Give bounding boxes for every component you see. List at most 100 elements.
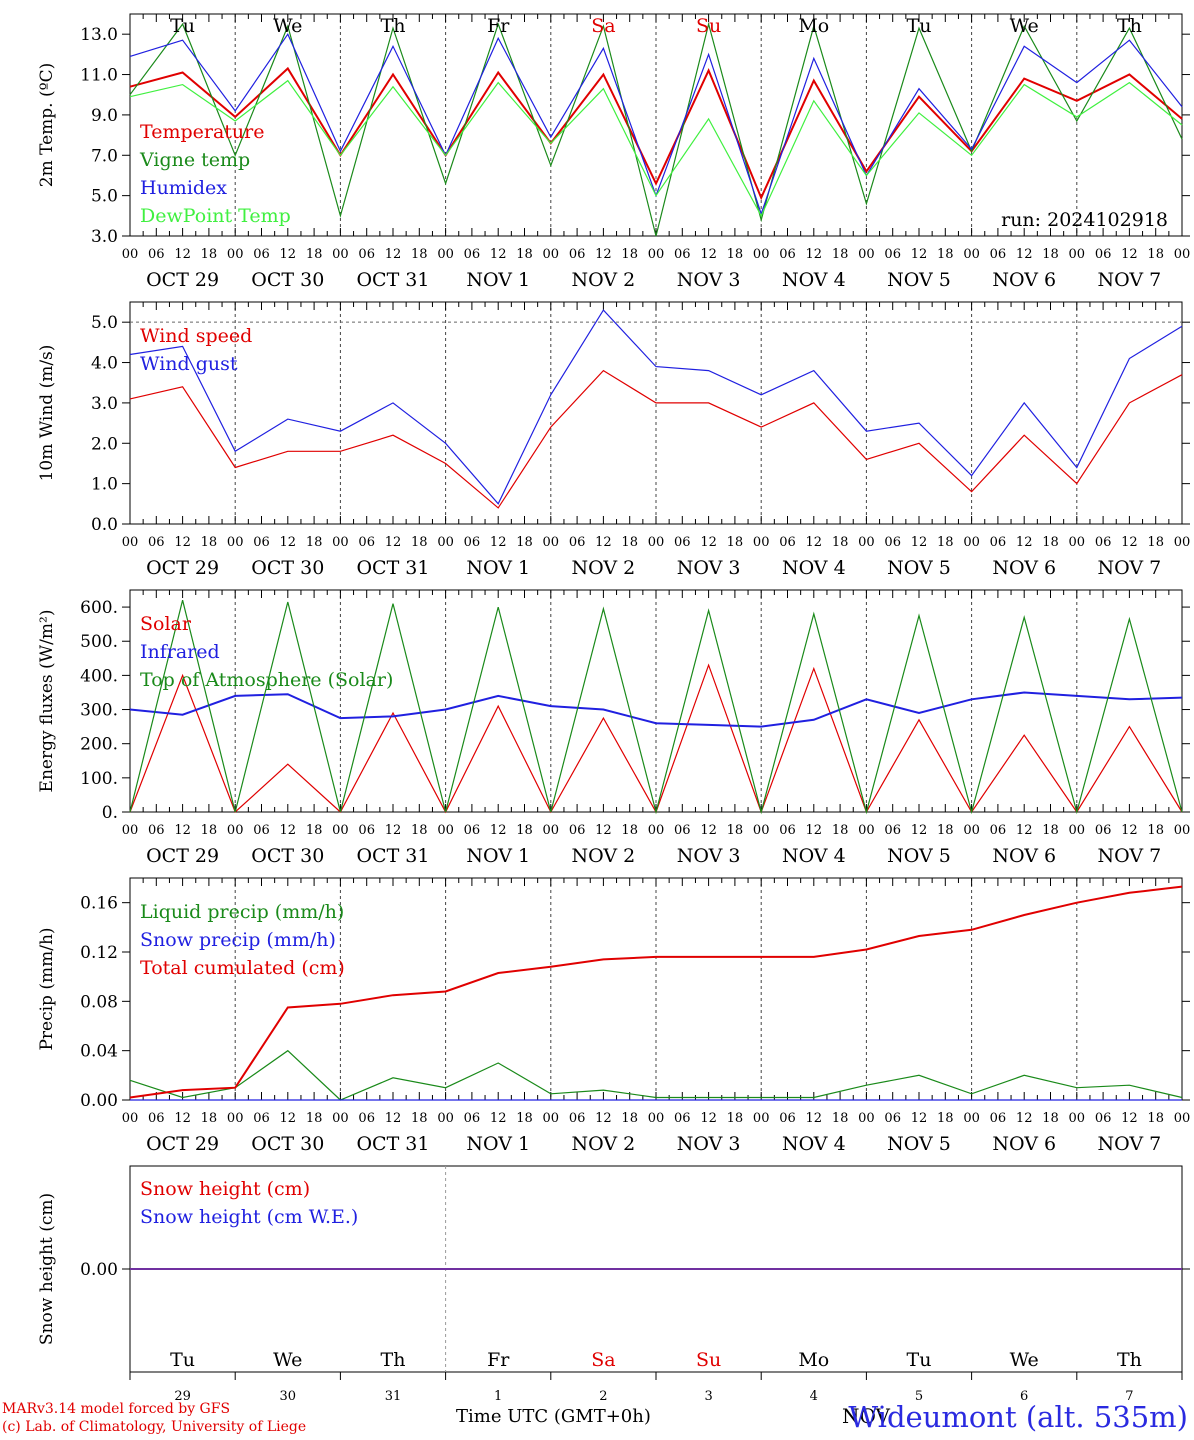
x-date-label: OCT 30 — [251, 845, 324, 867]
x-hour-label: 06 — [990, 247, 1007, 262]
x-hour-label: 00 — [227, 1111, 244, 1126]
x-hour-label: 12 — [1121, 535, 1138, 550]
x-date-label: NOV 3 — [677, 845, 741, 867]
x-hour-label: 12 — [911, 535, 928, 550]
day-number-label: 30 — [280, 1389, 297, 1404]
x-hour-label: 06 — [1095, 247, 1112, 262]
series-line-dewpoint-temp — [129, 79, 1183, 218]
day-number-label: 4 — [810, 1389, 818, 1404]
x-date-label: NOV 6 — [992, 1133, 1056, 1155]
x-hour-label: 00 — [1174, 247, 1191, 262]
day-number-label: 5 — [915, 1389, 923, 1404]
copyright-credit: (c) Lab. of Climatology, University of L… — [2, 1419, 307, 1435]
x-hour-label: 18 — [727, 823, 744, 838]
x-hour-label: 00 — [332, 1111, 349, 1126]
x-hour-label: 18 — [1147, 1111, 1164, 1126]
x-date-label: NOV 7 — [1098, 1133, 1162, 1155]
x-hour-label: 12 — [1016, 823, 1033, 838]
x-hour-label: 06 — [779, 535, 796, 550]
x-date-label: NOV 5 — [887, 557, 951, 579]
y-tick-label: 0.12 — [80, 943, 118, 963]
x-hour-label: 12 — [1016, 247, 1033, 262]
y-axis-label: Snow height (cm) — [37, 1193, 57, 1345]
x-hour-label: 18 — [1147, 535, 1164, 550]
x-hour-label: 18 — [621, 1111, 638, 1126]
x-date-label: OCT 29 — [146, 845, 219, 867]
x-hour-label: 06 — [253, 1111, 270, 1126]
x-hour-label: 00 — [437, 535, 454, 550]
x-hour-label: 00 — [648, 247, 665, 262]
x-hour-label: 12 — [174, 1111, 191, 1126]
weekday-label-bottom: Fr — [487, 1349, 510, 1371]
day-number-label: 6 — [1020, 1389, 1028, 1404]
x-hour-label: 18 — [727, 535, 744, 550]
x-hour-label: 00 — [648, 823, 665, 838]
y-tick-label: 0.16 — [80, 894, 118, 914]
legend-entry: Snow precip (mm/h) — [140, 929, 336, 951]
x-hour-label: 00 — [1069, 823, 1086, 838]
y-tick-label: 13.0 — [80, 25, 118, 45]
day-number-label: 2 — [599, 1389, 607, 1404]
x-date-label: NOV 2 — [572, 557, 636, 579]
x-hour-label: 12 — [174, 535, 191, 550]
x-hour-label: 06 — [569, 247, 586, 262]
x-hour-label: 12 — [280, 1111, 297, 1126]
legend-entry: Vigne temp — [139, 149, 250, 171]
legend-entry: Wind speed — [140, 325, 252, 347]
weekday-label-bottom: Tu — [907, 1349, 932, 1371]
legend-entry: Infrared — [140, 641, 220, 663]
legend-entry: Temperature — [140, 121, 264, 143]
x-hour-label: 00 — [122, 535, 139, 550]
weekday-label: Fr — [487, 15, 510, 37]
x-hour-label: 00 — [1069, 1111, 1086, 1126]
x-hour-label: 12 — [700, 823, 717, 838]
weekday-label: We — [1010, 15, 1039, 37]
x-hour-label: 06 — [358, 535, 375, 550]
x-hour-label: 06 — [1095, 823, 1112, 838]
x-hour-label: 12 — [385, 1111, 402, 1126]
x-date-label: NOV 5 — [887, 1133, 951, 1155]
legend-entry: Humidex — [140, 177, 227, 199]
x-hour-label: 18 — [621, 535, 638, 550]
y-tick-label: 1.0 — [91, 475, 118, 495]
x-hour-label: 18 — [1147, 247, 1164, 262]
x-hour-label: 00 — [963, 1111, 980, 1126]
series-line-vigne-temp — [129, 21, 1183, 237]
x-hour-label: 12 — [911, 823, 928, 838]
legend-entry: DewPoint Temp — [140, 205, 291, 227]
x-hour-label: 00 — [963, 823, 980, 838]
x-hour-label: 18 — [937, 1111, 954, 1126]
x-hour-label: 06 — [253, 535, 270, 550]
x-hour-label: 06 — [990, 823, 1007, 838]
x-date-label: NOV 4 — [782, 269, 846, 291]
x-date-label: NOV 3 — [677, 1133, 741, 1155]
x-hour-label: 12 — [174, 823, 191, 838]
x-hour-label: 12 — [1121, 823, 1138, 838]
x-hour-label: 06 — [674, 823, 691, 838]
x-hour-label: 12 — [806, 247, 823, 262]
day-number-label: 7 — [1125, 1389, 1133, 1404]
x-hour-label: 06 — [884, 823, 901, 838]
day-number-label: 1 — [494, 1389, 502, 1404]
legend-entry: Snow height (cm W.E.) — [140, 1206, 358, 1228]
x-hour-label: 06 — [569, 1111, 586, 1126]
x-date-label: OCT 30 — [251, 1133, 324, 1155]
x-hour-label: 12 — [1121, 1111, 1138, 1126]
y-tick-label: 9.0 — [91, 106, 118, 126]
x-hour-label: 00 — [1069, 535, 1086, 550]
x-hour-label: 18 — [1042, 823, 1059, 838]
y-tick-label: 500. — [80, 632, 118, 652]
x-hour-label: 06 — [464, 823, 481, 838]
x-hour-label: 18 — [832, 535, 849, 550]
time-axis-label: Time UTC (GMT+0h) — [456, 1406, 651, 1427]
x-hour-label: 00 — [753, 823, 770, 838]
x-date-label: OCT 31 — [356, 1133, 429, 1155]
x-hour-label: 12 — [1016, 1111, 1033, 1126]
y-tick-label: 0. — [102, 803, 118, 823]
series-line-wind-gust — [129, 309, 1183, 505]
x-date-label: NOV 4 — [782, 1133, 846, 1155]
x-hour-label: 18 — [201, 535, 218, 550]
x-hour-label: 00 — [437, 247, 454, 262]
x-hour-label: 12 — [700, 1111, 717, 1126]
x-hour-label: 12 — [490, 1111, 507, 1126]
